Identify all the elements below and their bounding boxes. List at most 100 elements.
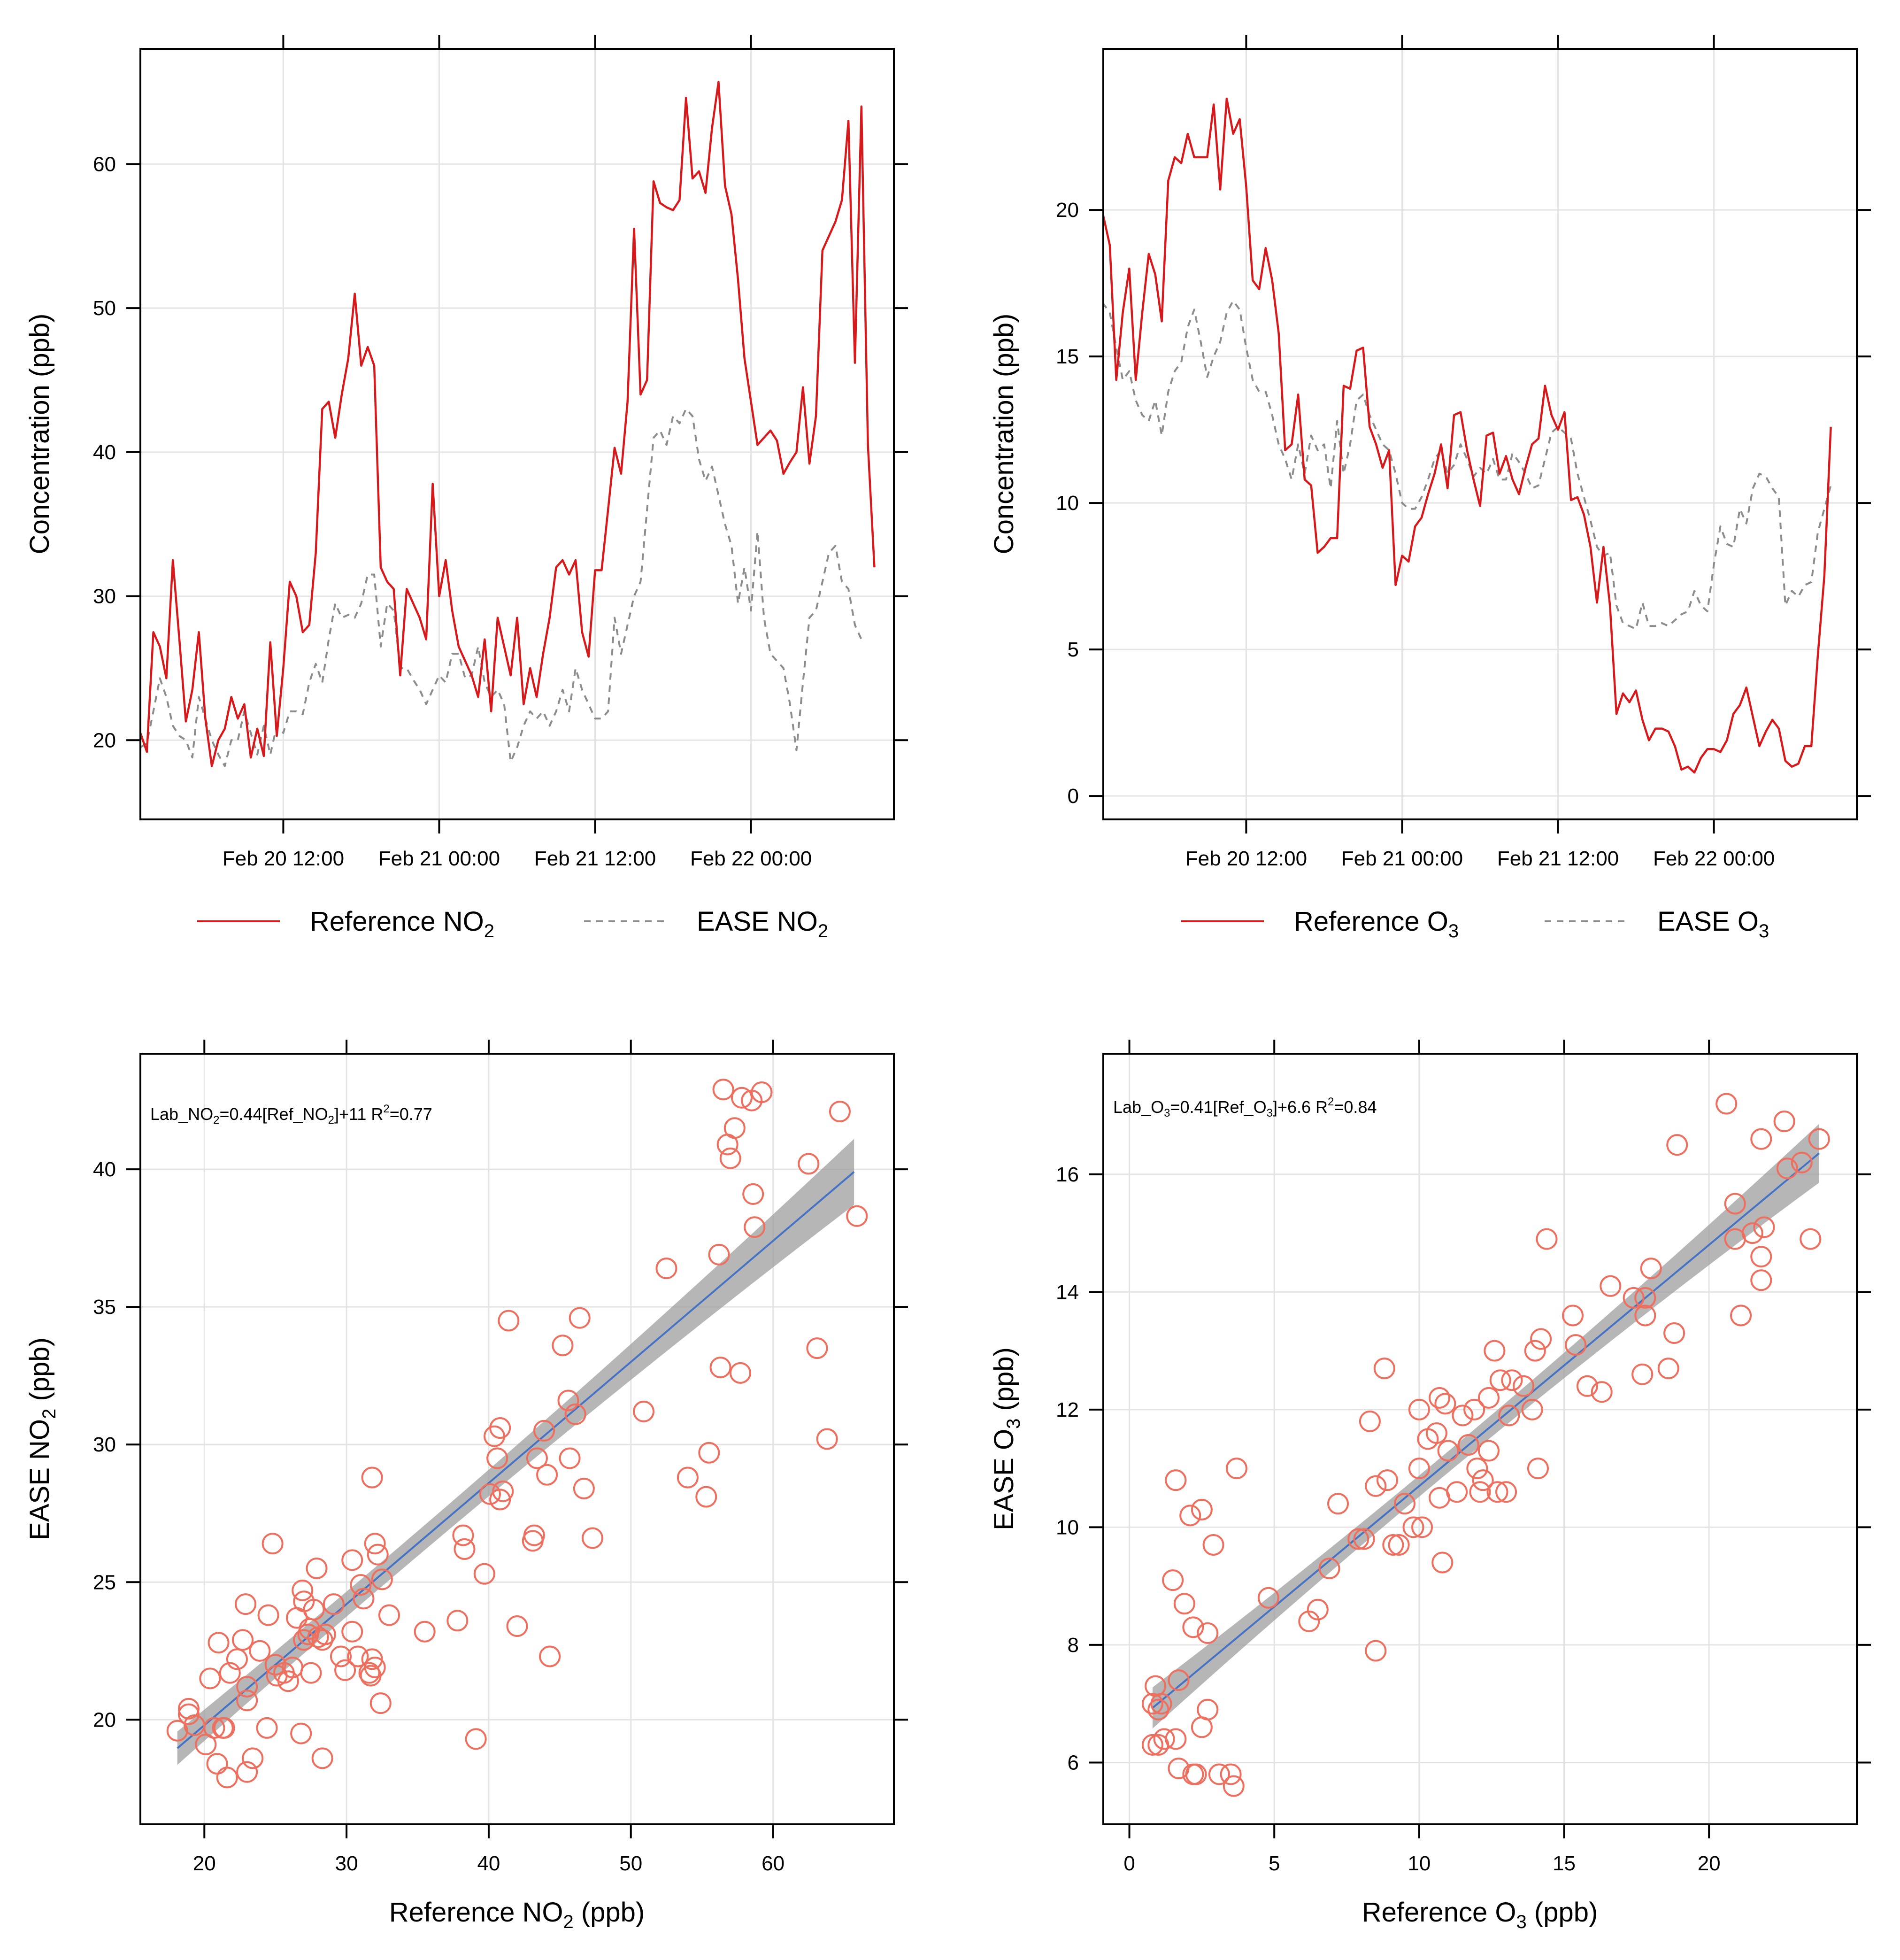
o3-scatter-point: [1750, 1246, 1772, 1268]
o3-scatter-ylabel: EASE O3 (ppb): [989, 1347, 1024, 1530]
o3-scatter-panel: 0 5 10 15 20 6 8 10 12 14 16 Lab_O3=0.41[Ref_O3]+6…: [989, 1040, 1871, 1932]
o3-scatter-point: [1153, 1728, 1175, 1750]
o3-scatter-point: [1365, 1640, 1387, 1662]
no2-scatter-point: [536, 1464, 558, 1486]
o3-scatter-point: [1191, 1716, 1213, 1738]
no2-scatter-ytick-label: 40: [93, 1158, 116, 1181]
o3-scatter-point: [1318, 1558, 1340, 1580]
o3-scatter-point: [1191, 1498, 1213, 1520]
no2-timeseries-ytick-label: 20: [93, 729, 116, 752]
no2-scatter-point: [311, 1747, 333, 1769]
no2-scatter-point: [199, 1667, 221, 1690]
no2-scatter-xlabel: Reference NO2 (ppb): [389, 1897, 645, 1932]
no2-timeseries-grid: [140, 49, 894, 819]
o3-scatter-point: [1388, 1534, 1410, 1556]
o3-scatter-plot-area: [1141, 1093, 1830, 1797]
no2-scatter-point: [330, 1645, 352, 1667]
no2-scatter-point: [347, 1645, 369, 1667]
o3-scatter-point: [1376, 1469, 1398, 1491]
no2-scatter-point: [378, 1604, 400, 1626]
o3-scatter-point: [1495, 1481, 1517, 1503]
o3-scatter-point: [1576, 1375, 1598, 1397]
no2-scatter-point: [203, 1717, 225, 1739]
no2-scatter-point: [367, 1543, 389, 1566]
o3-scatter-point: [1489, 1369, 1511, 1391]
no2-scatter-point: [489, 1417, 511, 1439]
no2-scatter-point: [523, 1524, 545, 1546]
o3-scatter-point: [1463, 1398, 1485, 1420]
o3-timeseries-ytick-label: 15: [1056, 345, 1079, 368]
no2-scatter-point: [744, 1216, 766, 1238]
o3-scatter-point: [1791, 1151, 1813, 1173]
no2-scatter-ytick-label: 35: [93, 1296, 116, 1319]
no2-scatter-point: [236, 1690, 258, 1712]
o3-timeseries-ytick-label: 20: [1056, 199, 1079, 222]
o3-scatter-point: [1373, 1358, 1395, 1380]
no2-scatter-point: [262, 1533, 284, 1555]
o3-scatter-point: [1478, 1387, 1500, 1409]
o3-scatter-xtick-label: 0: [1123, 1852, 1135, 1875]
o3-scatter-xtick-label: 15: [1553, 1852, 1576, 1875]
o3-scatter-point: [1750, 1128, 1772, 1150]
o3-scatter-point: [1524, 1340, 1546, 1362]
o3-scatter-point: [1365, 1475, 1387, 1497]
o3-scatter-point: [1530, 1328, 1552, 1350]
no2-scatter-point: [573, 1477, 595, 1499]
no2-timeseries-ytick-label: 30: [93, 585, 116, 608]
no2-scatter-point: [264, 1654, 286, 1676]
o3-scatter-point: [1298, 1610, 1320, 1632]
o3-scatter-point: [1437, 1440, 1459, 1462]
o3-scatter-point: [1141, 1693, 1163, 1715]
no2-scatter-point: [712, 1079, 734, 1101]
no2-scatter-point: [177, 1698, 200, 1720]
no2-scatter-point: [414, 1620, 436, 1643]
no2-timeseries-xtick-label: Feb 21 00:00: [378, 847, 500, 870]
o3-timeseries-series-ease-line: [1103, 300, 1832, 630]
o3-scatter-point: [1347, 1528, 1369, 1550]
o3-scatter-point: [1411, 1516, 1433, 1538]
no2-scatter-point: [564, 1403, 586, 1425]
o3-scatter-point: [1408, 1398, 1430, 1420]
no2-scatter-point: [353, 1588, 375, 1610]
no2-scatter-point: [277, 1670, 299, 1692]
no2-scatter-point: [358, 1662, 380, 1684]
o3-scatter-point: [1527, 1458, 1549, 1480]
o3-scatter-point: [1208, 1763, 1230, 1785]
no2-scatter-point: [479, 1483, 501, 1505]
no2-scatter-point: [364, 1656, 386, 1678]
no2-scatter-point: [719, 1147, 741, 1169]
no2-scatter-point: [742, 1183, 764, 1205]
o3-scatter-point: [1327, 1493, 1349, 1515]
no2-scatter-ytick-label: 30: [93, 1433, 116, 1456]
legend-reference-o3-label: Reference O3: [1294, 906, 1459, 941]
no2-scatter-grid: [140, 1054, 894, 1824]
no2-scatter-plot-area: [166, 1079, 868, 1789]
no2-scatter-point: [306, 1557, 328, 1579]
o3-scatter-point: [1750, 1269, 1772, 1291]
no2-scatter-point: [350, 1574, 372, 1596]
no2-scatter-panel: 20 30 40 50 60 20 25 30 35 40 Lab_NO2=0.44[Ref_NO…: [24, 1040, 908, 1932]
o3-scatter-ytick-label: 10: [1056, 1516, 1079, 1539]
o3-scatter-xtick-label: 10: [1408, 1852, 1431, 1875]
o3-scatter-xlabel: Reference O3 (ppb): [1362, 1897, 1598, 1932]
no2-scatter-point: [334, 1659, 356, 1681]
no2-scatter-point: [698, 1442, 720, 1464]
no2-scatter-point: [216, 1767, 238, 1789]
o3-scatter-point: [1307, 1598, 1329, 1620]
o3-scatter-ytick-label: 12: [1056, 1398, 1079, 1421]
o3-scatter-point: [1536, 1228, 1558, 1250]
no2-scatter-confidence-band: [177, 1139, 854, 1765]
no2-scatter-point: [751, 1081, 773, 1103]
no2-timeseries-ytick-label: 50: [93, 297, 116, 320]
o3-timeseries-panel: Feb 20 12:00 Feb 21 00:00 Feb 21 12:00 Feb …: [989, 35, 1871, 941]
no2-scatter-point: [361, 1648, 383, 1670]
no2-scatter-point: [219, 1662, 241, 1684]
o3-timeseries-ytick-label: 10: [1056, 492, 1079, 515]
o3-scatter-point: [1753, 1216, 1775, 1238]
o3-scatter-point: [1773, 1111, 1795, 1133]
o3-scatter-confidence-band: [1152, 1124, 1819, 1729]
no2-scatter-point: [498, 1310, 520, 1332]
o3-scatter-point: [1634, 1287, 1656, 1309]
no2-scatter-point: [846, 1205, 868, 1227]
no2-scatter-point: [557, 1389, 579, 1412]
